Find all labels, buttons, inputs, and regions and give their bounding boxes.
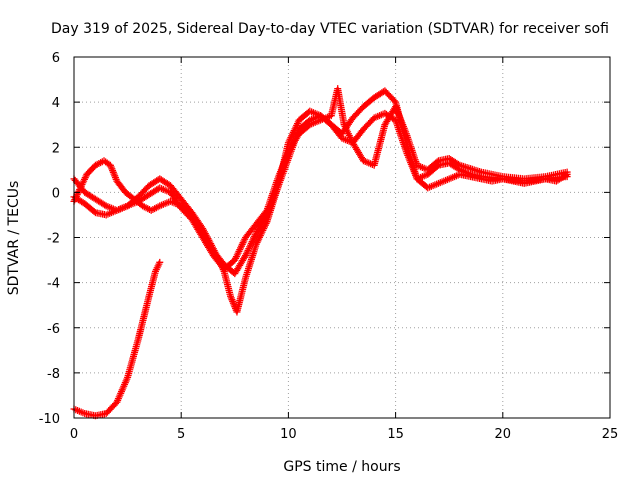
x-tick-label: 25 <box>602 427 619 442</box>
data-point <box>156 258 164 266</box>
x-tick-label: 15 <box>387 427 404 442</box>
axis-ticks: 0 5 10 15 20 25 -10 -8 -6 -4 -2 0 2 4 6 <box>39 51 619 442</box>
chart-title: Day 319 of 2025, Sidereal Day-to-day VTE… <box>51 21 609 37</box>
y-tick-label: -4 <box>47 277 60 292</box>
x-axis-label: GPS time / hours <box>283 459 400 475</box>
x-tick-label: 10 <box>280 427 297 442</box>
y-tick-label: 0 <box>52 186 60 201</box>
y-axis-label: SDTVAR / TECUs <box>6 181 22 296</box>
x-tick-label: 20 <box>495 427 512 442</box>
y-tick-label: -10 <box>39 412 60 427</box>
y-tick-label: -2 <box>47 232 60 247</box>
x-tick-label: 0 <box>70 427 78 442</box>
series-track-d <box>70 258 164 420</box>
y-tick-label: 6 <box>52 51 60 66</box>
data-point <box>563 168 571 176</box>
y-tick-label: 2 <box>52 141 60 156</box>
x-tick-label: 5 <box>177 427 185 442</box>
y-tick-label: -8 <box>47 367 60 382</box>
data-point <box>90 208 98 216</box>
data-point <box>433 158 441 166</box>
y-tick-label: 4 <box>52 96 60 111</box>
data-point <box>454 160 462 168</box>
data-points <box>70 85 571 420</box>
series-track-c <box>70 85 571 273</box>
y-tick-label: -6 <box>47 322 60 337</box>
